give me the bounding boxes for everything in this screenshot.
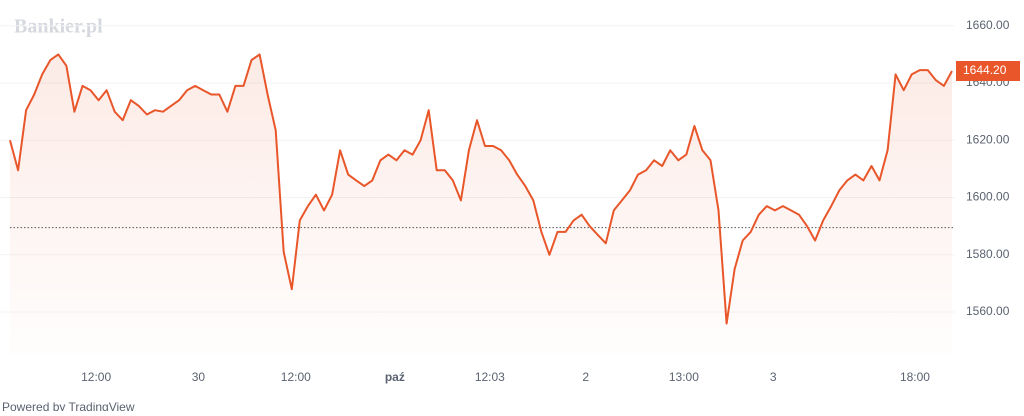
line — [9, 53, 953, 325]
x-tick-label: paź — [385, 370, 405, 384]
x-tick-label: 18:00 — [900, 370, 930, 384]
y-tick-label: 1620.00 — [966, 132, 1010, 146]
x-tick-label: 30 — [192, 370, 206, 384]
x-tick-label: 2 — [582, 370, 589, 384]
last-price-box — [956, 61, 1020, 81]
x-tick-label: 12:03 — [475, 370, 505, 384]
y-tick-label: 1580.00 — [966, 247, 1010, 261]
y-tick-label: 1660.00 — [966, 18, 1010, 32]
x-tick-label: 13:00 — [669, 370, 699, 384]
last-price-label: 1644.20 — [963, 63, 1007, 77]
footer: Powered by TradingView — [2, 400, 135, 411]
x-tick-label: 12:00 — [81, 370, 111, 384]
y-tick-label: 1600.00 — [966, 190, 1010, 204]
area — [10, 54, 952, 356]
watermark: Bankier.pl — [14, 16, 103, 38]
y-tick-label: 1560.00 — [966, 304, 1010, 318]
x-tick-label: 12:00 — [281, 370, 311, 384]
x-tick-label: 3 — [770, 370, 777, 384]
